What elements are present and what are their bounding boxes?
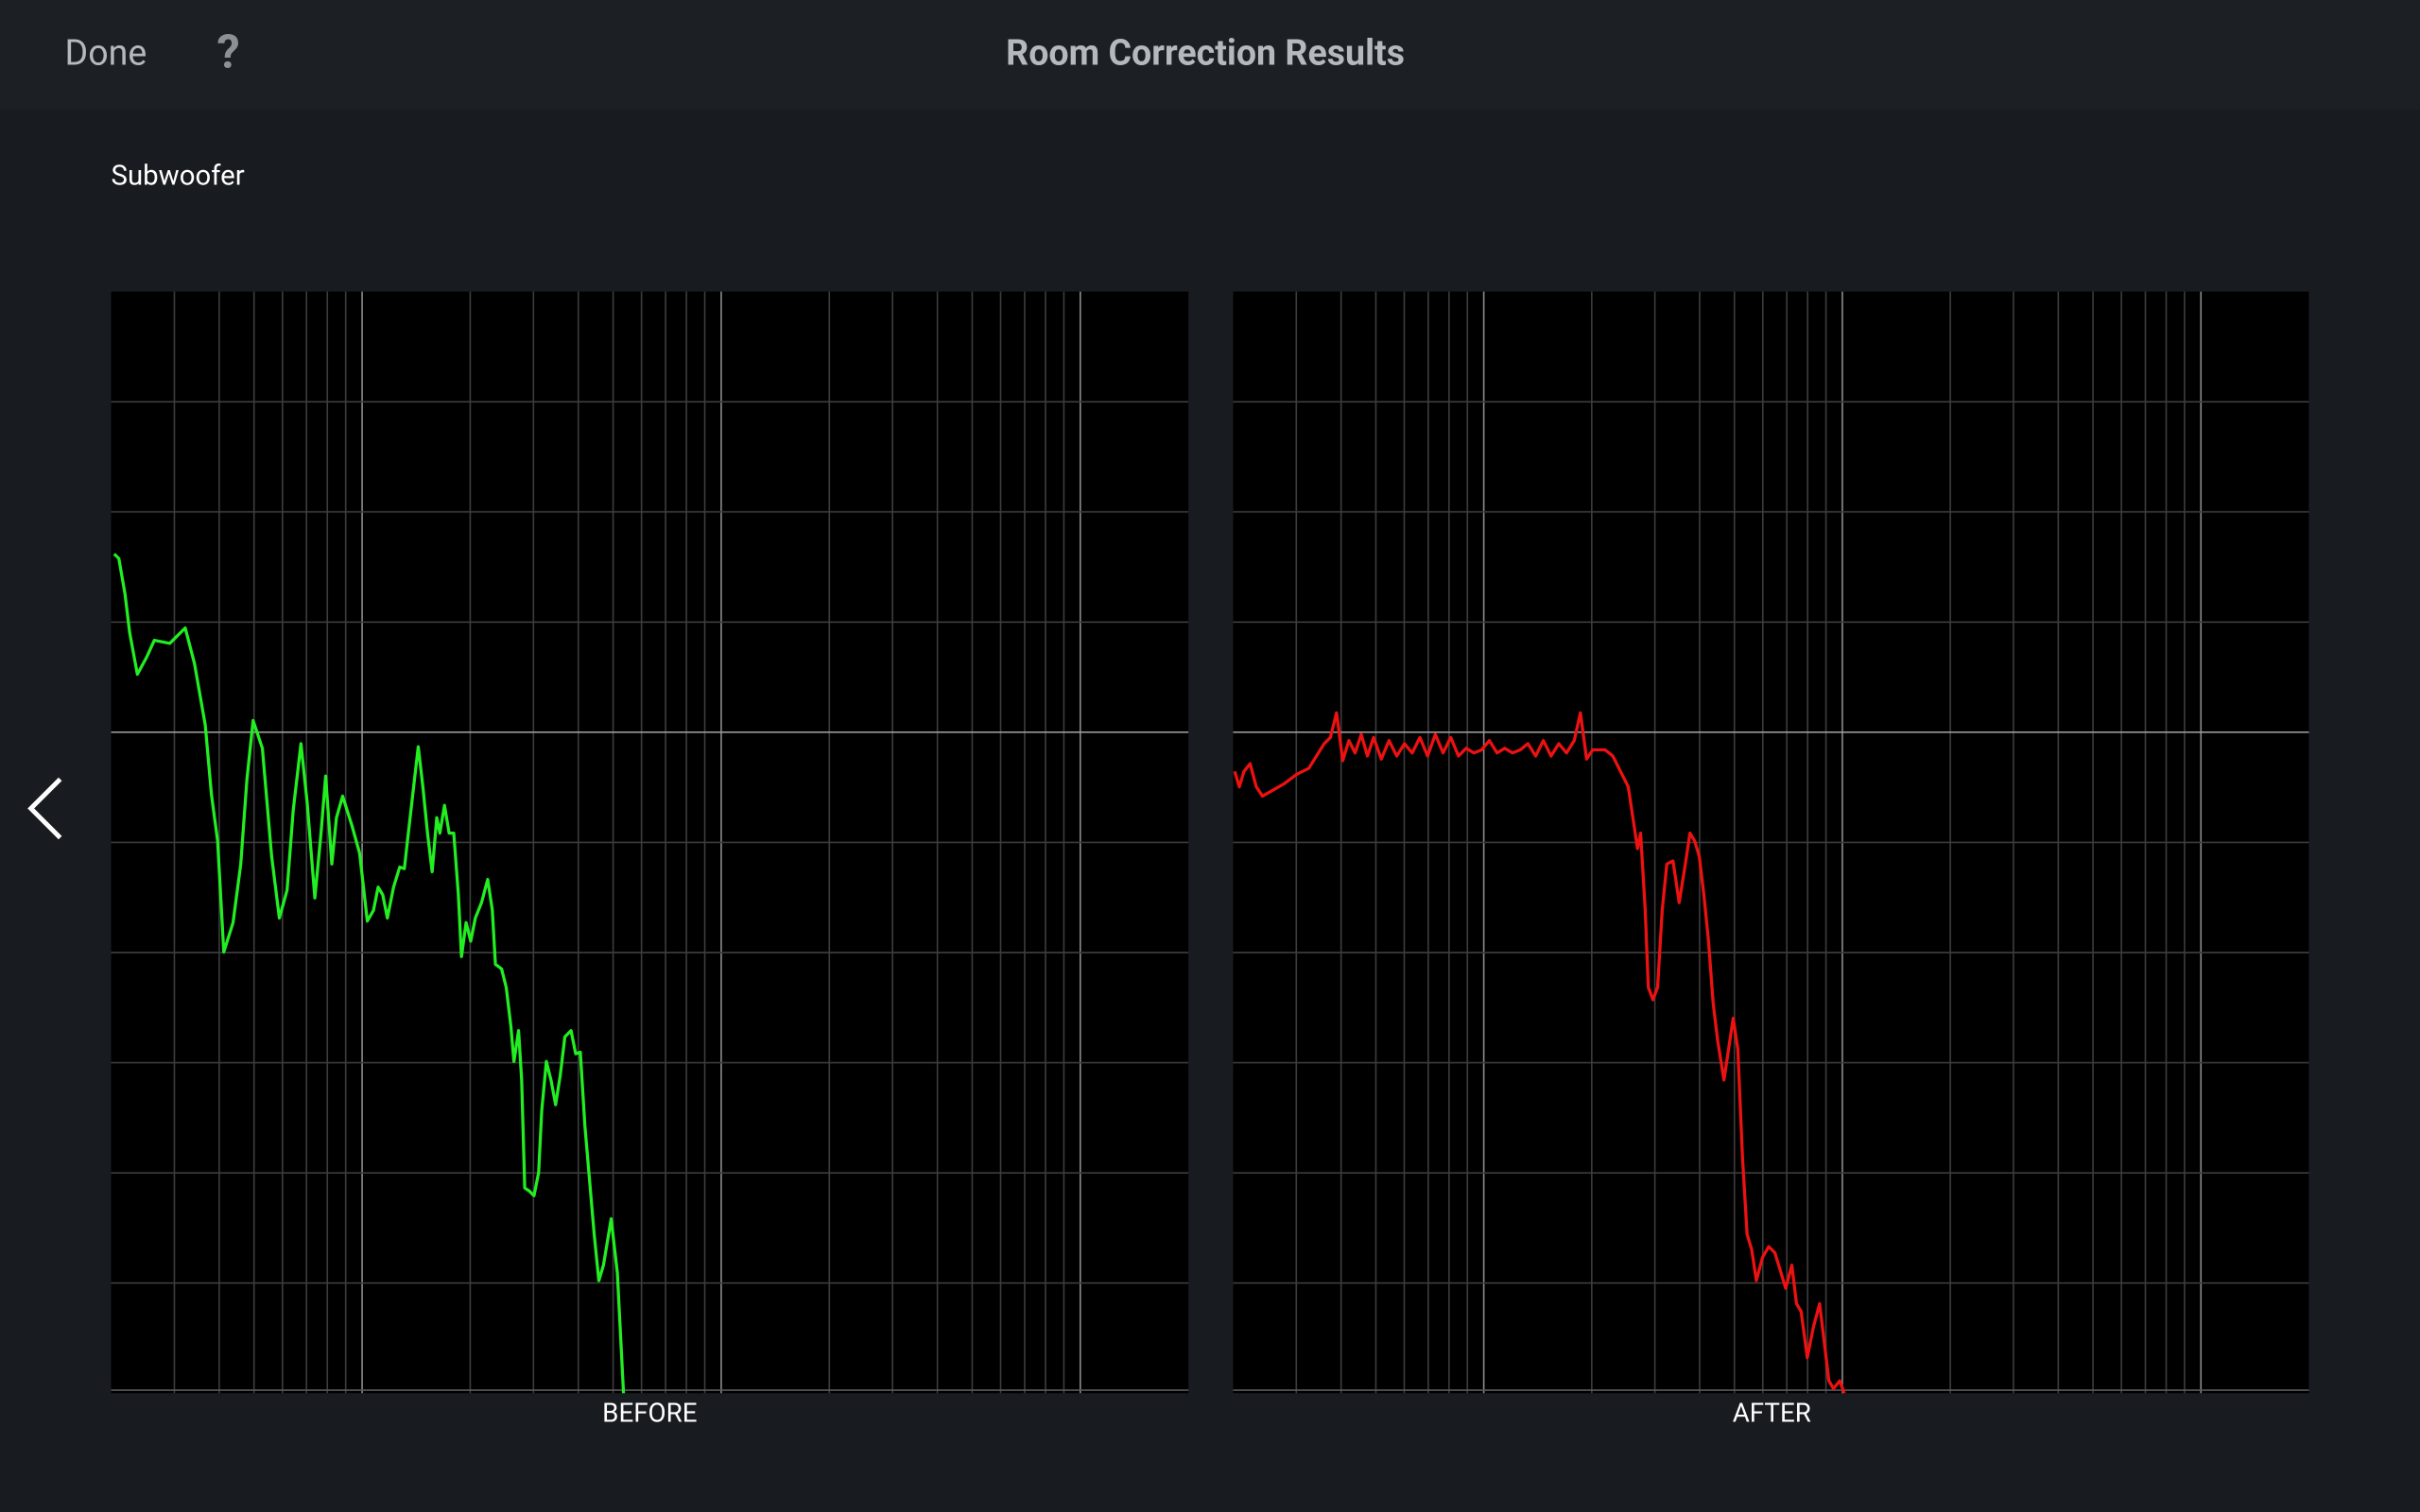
before-chart: [111, 291, 1189, 1394]
after-label: AFTER: [1733, 1397, 1811, 1428]
header-bar: [0, 0, 2420, 110]
page-title: Room Correction Results: [1006, 33, 1405, 75]
back-arrow[interactable]: [27, 777, 62, 840]
done-button[interactable]: Done: [65, 33, 147, 75]
before-curve: [112, 552, 626, 1394]
section-label: Subwoofer: [112, 161, 245, 193]
after-chart: [1233, 291, 2309, 1394]
before-label: BEFORE: [602, 1397, 697, 1428]
after-curve: [1233, 711, 1846, 1394]
help-button[interactable]: ?: [216, 26, 239, 79]
